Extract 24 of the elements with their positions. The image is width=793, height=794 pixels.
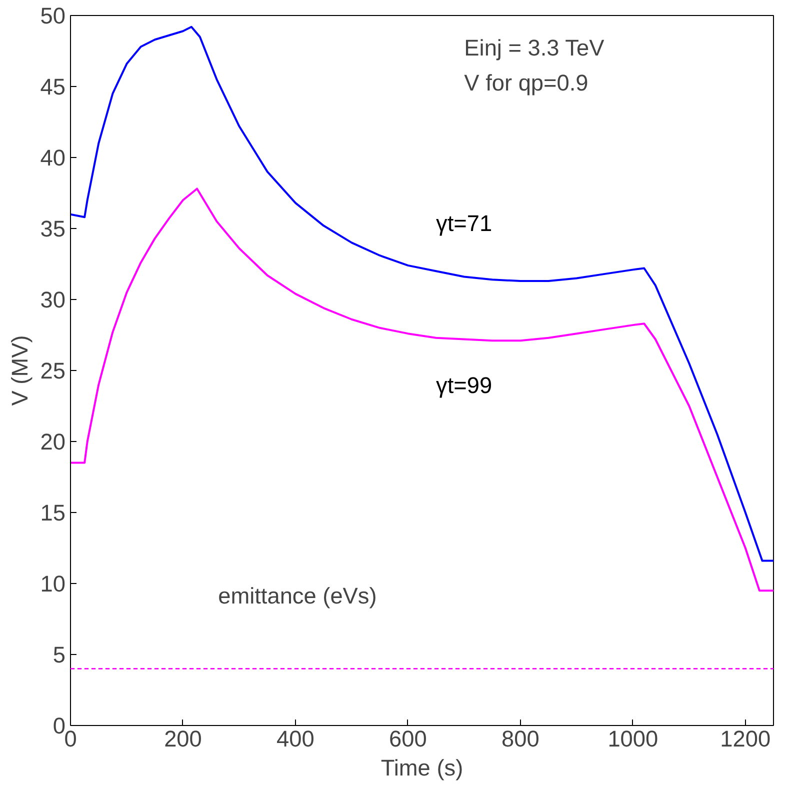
y-tick-label: 45 bbox=[40, 74, 66, 100]
y-tick-label: 15 bbox=[40, 500, 66, 526]
ref-line-label: emittance (eVs) bbox=[218, 582, 377, 609]
y-tick-label: 30 bbox=[40, 286, 66, 312]
y-axis-title: V (MV) bbox=[6, 335, 32, 406]
y-tick-label: 25 bbox=[40, 358, 66, 384]
x-tick-label: 200 bbox=[164, 726, 202, 752]
y-tick-label: 20 bbox=[40, 428, 66, 454]
y-tick-label: 50 bbox=[40, 2, 66, 28]
x-tick-label: 1200 bbox=[720, 726, 771, 752]
line-series bbox=[70, 26, 774, 562]
x-tick-label: 400 bbox=[276, 726, 314, 752]
x-tick-label: 1000 bbox=[608, 726, 658, 752]
y-tick-label: 35 bbox=[40, 216, 66, 242]
annotation: V for qp=0.9 bbox=[464, 70, 588, 96]
x-tick-label: 800 bbox=[502, 726, 540, 752]
y-tick-label: 40 bbox=[40, 144, 66, 170]
annotation: Einj = 3.3 TeV bbox=[464, 34, 606, 60]
series-label: γt=71 bbox=[436, 210, 492, 236]
y-tick-label: 5 bbox=[52, 642, 66, 668]
x-tick-label: 600 bbox=[389, 726, 427, 752]
x-axis-title: Time (s) bbox=[380, 754, 464, 780]
series-label: γt=99 bbox=[436, 372, 492, 398]
y-tick-label: 10 bbox=[40, 570, 66, 596]
